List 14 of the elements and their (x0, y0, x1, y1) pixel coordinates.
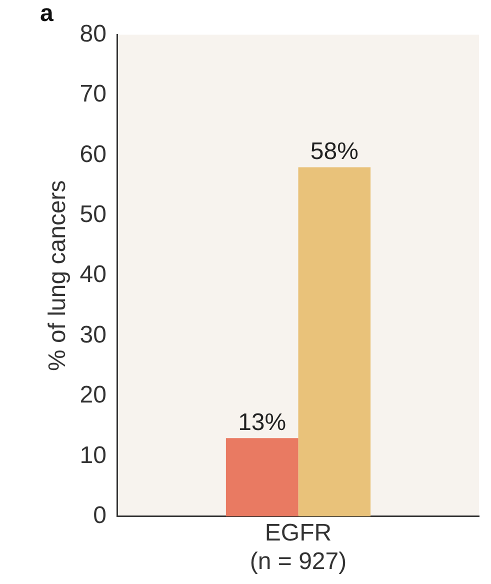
data-label: 13% (238, 408, 286, 436)
y-tick-label: 30 (80, 321, 106, 348)
y-tick-label: 80 (80, 20, 106, 48)
y-tick-label: 10 (80, 442, 106, 469)
x-tick-label: EGFR (n = 927) (250, 519, 347, 576)
y-tick-label: 20 (80, 382, 106, 409)
y-tick-label: 60 (80, 140, 106, 168)
data-label: 58% (310, 138, 358, 165)
y-axis-title: % of lung cancers (44, 180, 72, 371)
y-tick-label: 0 (93, 502, 106, 530)
y-tick-label: 40 (80, 261, 106, 288)
y-tick-label: 50 (80, 201, 106, 228)
y-tick-label: 70 (80, 80, 106, 108)
chart-title: a (40, 0, 54, 28)
